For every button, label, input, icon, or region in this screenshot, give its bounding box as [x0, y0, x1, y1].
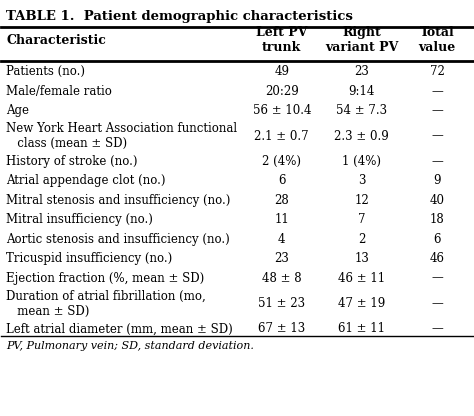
Text: Atrial appendage clot (no.): Atrial appendage clot (no.) — [6, 174, 165, 188]
Text: 2.3 ± 0.9: 2.3 ± 0.9 — [335, 130, 389, 143]
Text: 1 (4%): 1 (4%) — [342, 155, 382, 168]
Text: 6: 6 — [434, 233, 441, 246]
Text: 40: 40 — [430, 194, 445, 207]
Text: 49: 49 — [274, 65, 289, 78]
Text: 12: 12 — [355, 194, 369, 207]
Text: Tricuspid insufficiency (no.): Tricuspid insufficiency (no.) — [6, 252, 173, 265]
Text: 2: 2 — [358, 233, 365, 246]
Text: Right
variant PV: Right variant PV — [325, 26, 399, 54]
Text: Duration of atrial fibrillation (mo,
   mean ± SD): Duration of atrial fibrillation (mo, mea… — [6, 290, 206, 317]
Text: —: — — [431, 155, 443, 168]
Text: Left PV
trunk: Left PV trunk — [256, 26, 308, 54]
Text: 20:29: 20:29 — [265, 85, 299, 98]
Text: 47 ± 19: 47 ± 19 — [338, 297, 385, 310]
Text: 54 ± 7.3: 54 ± 7.3 — [337, 104, 387, 117]
Text: 9:14: 9:14 — [349, 85, 375, 98]
Text: Mitral insufficiency (no.): Mitral insufficiency (no.) — [6, 213, 153, 226]
Text: 48 ± 8: 48 ± 8 — [262, 272, 301, 285]
Text: 67 ± 13: 67 ± 13 — [258, 322, 305, 335]
Text: New York Heart Association functional
   class (mean ± SD): New York Heart Association functional cl… — [6, 122, 237, 150]
Text: —: — — [431, 130, 443, 143]
Text: History of stroke (no.): History of stroke (no.) — [6, 155, 137, 168]
Text: Left atrial diameter (mm, mean ± SD): Left atrial diameter (mm, mean ± SD) — [6, 322, 233, 335]
Text: —: — — [431, 297, 443, 310]
Text: 46: 46 — [430, 252, 445, 265]
Text: 4: 4 — [278, 233, 285, 246]
Text: Patients (no.): Patients (no.) — [6, 65, 85, 78]
Text: Characteristic: Characteristic — [6, 34, 106, 47]
Text: 11: 11 — [274, 213, 289, 226]
Text: 2 (4%): 2 (4%) — [262, 155, 301, 168]
Text: 6: 6 — [278, 174, 285, 188]
Text: Aortic stenosis and insufficiency (no.): Aortic stenosis and insufficiency (no.) — [6, 233, 230, 246]
Text: —: — — [431, 104, 443, 117]
Text: Total
value: Total value — [419, 26, 456, 54]
Text: Ejection fraction (%, mean ± SD): Ejection fraction (%, mean ± SD) — [6, 272, 204, 285]
Text: PV, Pulmonary vein; SD, standard deviation.: PV, Pulmonary vein; SD, standard deviati… — [6, 341, 254, 351]
Text: 7: 7 — [358, 213, 365, 226]
Text: 13: 13 — [355, 252, 369, 265]
Text: 23: 23 — [274, 252, 289, 265]
Text: Mitral stenosis and insufficiency (no.): Mitral stenosis and insufficiency (no.) — [6, 194, 230, 207]
Text: 3: 3 — [358, 174, 365, 188]
Text: —: — — [431, 272, 443, 285]
Text: 61 ± 11: 61 ± 11 — [338, 322, 385, 335]
Text: 51 ± 23: 51 ± 23 — [258, 297, 305, 310]
Text: Male/female ratio: Male/female ratio — [6, 85, 112, 98]
Text: 18: 18 — [430, 213, 445, 226]
Text: Age: Age — [6, 104, 29, 117]
Text: 46 ± 11: 46 ± 11 — [338, 272, 385, 285]
Text: 23: 23 — [355, 65, 369, 78]
Text: 2.1 ± 0.7: 2.1 ± 0.7 — [255, 130, 309, 143]
Text: 56 ± 10.4: 56 ± 10.4 — [253, 104, 311, 117]
Text: 9: 9 — [434, 174, 441, 188]
Text: TABLE 1.  Patient demographic characteristics: TABLE 1. Patient demographic characteris… — [6, 10, 353, 23]
Text: —: — — [431, 322, 443, 335]
Text: 72: 72 — [430, 65, 445, 78]
Text: —: — — [431, 85, 443, 98]
Text: 28: 28 — [274, 194, 289, 207]
